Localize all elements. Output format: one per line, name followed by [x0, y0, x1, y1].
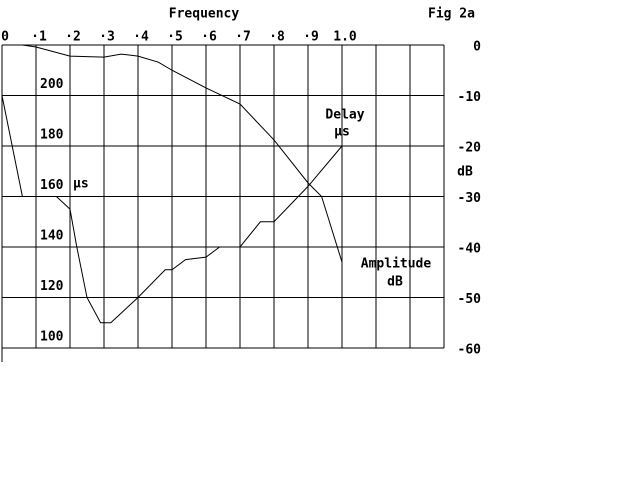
- x-tick-label: 1.0: [333, 30, 357, 45]
- x-tick-label: ·4: [133, 30, 149, 45]
- series-unit: dB: [387, 275, 403, 290]
- y-tick-label: 160: [40, 178, 64, 193]
- y2-tick-label: 0: [473, 40, 481, 55]
- x-tick-label: ·8: [269, 30, 285, 45]
- series-label: Amplitude: [361, 257, 432, 272]
- x-tick-label: ·6: [201, 30, 217, 45]
- y-tick-label: 100: [40, 330, 64, 345]
- y-tick-label: 200: [40, 77, 64, 92]
- series-line: [22, 44, 343, 263]
- x-tick-label: ·9: [303, 30, 319, 45]
- x-tick-label: ·7: [235, 30, 251, 45]
- x-tick-label: ·5: [167, 30, 183, 45]
- y2-tick-label: -20: [458, 141, 482, 156]
- series-line: [1, 95, 343, 324]
- y-axis-unit: µs: [73, 177, 89, 192]
- y2-tick-label: -60: [458, 343, 482, 358]
- figure-label: Fig 2a: [428, 7, 475, 22]
- y-tick-label: 120: [40, 279, 64, 294]
- x-tick-label: ·2: [65, 30, 81, 45]
- y2-tick-label: -10: [458, 90, 482, 105]
- series-label: Delay: [325, 108, 364, 123]
- chart-title: Frequency: [169, 7, 240, 22]
- x-tick-label: ·1: [31, 30, 47, 45]
- y-tick-label: 140: [40, 229, 64, 244]
- y2-axis-title: dB: [457, 165, 473, 180]
- x-tick-label: ·3: [99, 30, 115, 45]
- x-tick-label: 0: [1, 30, 9, 45]
- y2-tick-label: -50: [458, 292, 482, 307]
- y2-tick-label: -40: [458, 242, 482, 257]
- y-tick-label: 180: [40, 128, 64, 143]
- y2-tick-label: -30: [458, 191, 482, 206]
